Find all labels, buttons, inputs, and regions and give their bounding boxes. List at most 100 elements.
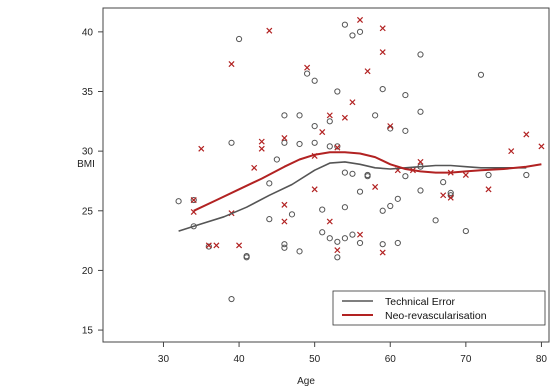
data-point-neo-revascularisation — [190, 197, 197, 204]
smooth-line-technical-error — [178, 161, 527, 232]
data-point-technical-error — [228, 139, 235, 146]
legend: Technical Error Neo-revascularisation — [332, 290, 546, 326]
y-axis-ticks: 15 20 25 30 35 40 — [82, 27, 103, 337]
data-point-neo-revascularisation — [205, 242, 212, 249]
data-point-technical-error — [296, 112, 303, 119]
data-point-technical-error — [296, 140, 303, 148]
data-point-neo-revascularisation — [372, 183, 379, 190]
data-point-technical-error — [379, 241, 386, 248]
data-point-neo-revascularisation — [334, 247, 341, 254]
data-point-technical-error — [394, 195, 401, 202]
data-point-technical-error — [190, 196, 197, 204]
data-point-technical-error — [462, 227, 469, 235]
data-point-neo-revascularisation — [281, 218, 288, 225]
data-point-neo-revascularisation — [485, 186, 492, 193]
data-point-technical-error — [356, 28, 364, 35]
data-point-neo-revascularisation — [523, 131, 530, 138]
x-tick-label: 50 — [309, 354, 321, 365]
data-point-neo-revascularisation — [349, 99, 356, 106]
data-point-neo-revascularisation — [311, 186, 318, 193]
data-point-technical-error — [417, 108, 424, 115]
x-tick-label: 80 — [536, 354, 548, 365]
data-point-neo-revascularisation — [198, 145, 205, 152]
data-point-technical-error — [379, 86, 386, 93]
data-point-technical-error — [334, 238, 341, 245]
data-point-neo-revascularisation — [213, 242, 220, 249]
y-tick-label: 20 — [82, 266, 94, 277]
data-point-neo-revascularisation — [258, 138, 265, 145]
points-layer — [175, 16, 545, 303]
data-point-technical-error — [372, 112, 379, 119]
data-point-technical-error — [311, 122, 318, 130]
data-point-technical-error — [379, 207, 386, 214]
data-point-neo-revascularisation — [387, 123, 394, 130]
data-point-neo-revascularisation — [379, 249, 386, 256]
data-point-neo-revascularisation — [251, 164, 258, 171]
data-point-technical-error — [205, 243, 212, 250]
data-point-neo-revascularisation — [281, 201, 288, 208]
data-point-technical-error — [485, 171, 492, 179]
data-point-neo-revascularisation — [281, 134, 288, 142]
data-point-technical-error — [175, 198, 182, 205]
data-point-neo-revascularisation — [462, 171, 469, 179]
data-point-technical-error — [387, 202, 394, 210]
data-point-technical-error — [311, 77, 318, 84]
x-tick-label: 30 — [158, 354, 170, 365]
data-point-neo-revascularisation — [364, 68, 371, 75]
data-point-technical-error — [326, 118, 333, 125]
data-point-technical-error — [364, 173, 371, 180]
data-point-technical-error — [273, 156, 280, 163]
data-point-technical-error — [296, 248, 303, 255]
data-point-technical-error — [281, 244, 288, 251]
data-point-technical-error — [432, 217, 439, 224]
data-point-technical-error — [341, 235, 348, 242]
y-axis-title: BMI — [77, 159, 95, 170]
data-point-technical-error — [402, 91, 409, 99]
data-point-neo-revascularisation — [538, 143, 545, 150]
data-point-technical-error — [326, 235, 333, 242]
y-tick-label: 30 — [82, 147, 94, 158]
smooth-line-neo-revascularisation — [193, 151, 542, 212]
data-point-technical-error — [341, 21, 348, 28]
data-point-technical-error — [349, 32, 356, 39]
data-point-neo-revascularisation — [508, 148, 515, 155]
data-point-technical-error — [281, 112, 288, 119]
x-tick-label: 70 — [460, 354, 472, 365]
smooth-lines-layer — [178, 151, 542, 232]
data-point-technical-error — [341, 169, 348, 176]
data-point-neo-revascularisation — [319, 129, 326, 136]
data-point-technical-error — [417, 187, 424, 194]
data-point-technical-error — [394, 239, 401, 247]
data-point-technical-error — [235, 35, 243, 43]
data-point-technical-error — [341, 204, 348, 211]
data-point-neo-revascularisation — [356, 16, 364, 23]
data-point-technical-error — [349, 170, 356, 177]
data-point-technical-error — [523, 171, 530, 179]
data-point-technical-error — [477, 71, 485, 78]
x-tick-label: 60 — [385, 354, 397, 365]
y-tick-label: 25 — [82, 206, 94, 217]
plot-frame — [102, 7, 550, 343]
x-axis-title: Age — [297, 376, 315, 387]
data-point-neo-revascularisation — [236, 242, 243, 249]
data-point-neo-revascularisation — [417, 158, 424, 165]
data-point-technical-error — [281, 241, 288, 248]
data-point-neo-revascularisation — [334, 144, 341, 151]
data-point-neo-revascularisation — [326, 218, 333, 225]
data-point-neo-revascularisation — [266, 27, 273, 34]
data-point-technical-error — [349, 231, 356, 238]
data-point-technical-error — [334, 143, 341, 150]
data-point-neo-revascularisation — [228, 61, 235, 68]
legend-box — [332, 290, 546, 326]
legend-label-technical-error: Technical Error — [385, 296, 456, 308]
data-point-technical-error — [440, 179, 447, 186]
y-tick-label: 15 — [82, 326, 94, 337]
data-point-technical-error — [266, 180, 273, 187]
x-axis-ticks: 30 40 50 60 70 80 — [158, 342, 548, 365]
data-point-technical-error — [288, 211, 296, 218]
data-point-neo-revascularisation — [341, 114, 348, 121]
data-point-technical-error — [281, 139, 288, 146]
legend-label-neo-revascularisation: Neo-revascularisation — [385, 310, 487, 322]
